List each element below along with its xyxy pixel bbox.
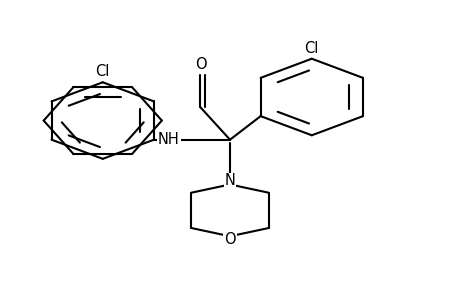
- Text: Cl: Cl: [95, 64, 110, 79]
- Text: Cl: Cl: [304, 41, 318, 56]
- Text: O: O: [194, 57, 206, 72]
- Text: NH: NH: [157, 132, 179, 147]
- Text: N: N: [224, 173, 235, 188]
- Text: O: O: [224, 232, 235, 247]
